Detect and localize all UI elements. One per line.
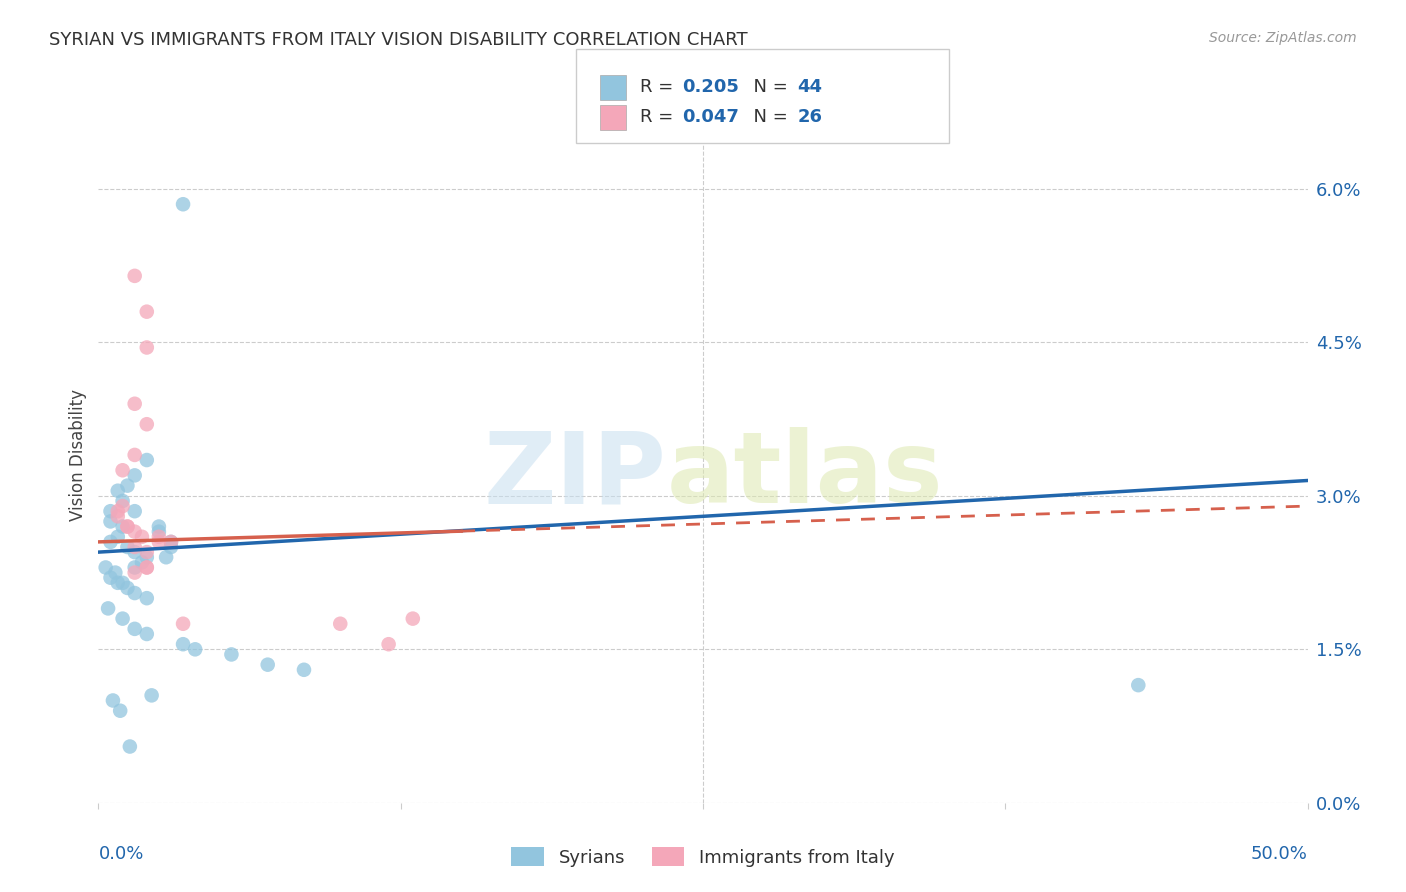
Point — [135, 550, 157, 565]
Point — [135, 304, 157, 318]
Text: 0.0%: 0.0% — [98, 845, 143, 863]
Point — [124, 448, 146, 462]
Text: R =: R = — [640, 78, 679, 96]
Point — [172, 616, 194, 631]
Point — [100, 515, 122, 529]
Text: R =: R = — [640, 108, 679, 126]
Point — [100, 571, 122, 585]
Text: 0.205: 0.205 — [682, 78, 738, 96]
Point — [148, 519, 170, 533]
Point — [124, 560, 146, 574]
Text: 44: 44 — [797, 78, 823, 96]
Point — [111, 519, 134, 533]
Point — [160, 540, 183, 554]
Point — [135, 341, 157, 355]
Point — [107, 504, 129, 518]
Point — [155, 550, 177, 565]
Point — [111, 499, 134, 513]
Point — [111, 612, 134, 626]
Point — [135, 560, 157, 574]
Point — [117, 519, 139, 533]
Text: SYRIAN VS IMMIGRANTS FROM ITALY VISION DISABILITY CORRELATION CHART: SYRIAN VS IMMIGRANTS FROM ITALY VISION D… — [49, 31, 748, 49]
Point — [94, 560, 117, 574]
Point — [256, 657, 278, 672]
Text: atlas: atlas — [666, 427, 943, 524]
Point — [124, 622, 146, 636]
Text: ZIP: ZIP — [484, 427, 666, 524]
Point — [124, 524, 146, 539]
Y-axis label: Vision Disability: Vision Disability — [69, 389, 87, 521]
Text: 50.0%: 50.0% — [1251, 845, 1308, 863]
Point — [111, 463, 134, 477]
Point — [135, 545, 157, 559]
Point — [107, 483, 129, 498]
Point — [97, 601, 120, 615]
Point — [124, 540, 146, 554]
Legend: Syrians, Immigrants from Italy: Syrians, Immigrants from Italy — [505, 840, 901, 874]
Text: 26: 26 — [797, 108, 823, 126]
Point — [148, 535, 170, 549]
Point — [108, 704, 131, 718]
Point — [184, 642, 207, 657]
Point — [329, 616, 352, 631]
Point — [124, 268, 146, 283]
Point — [135, 417, 157, 432]
Point — [100, 504, 122, 518]
Point — [124, 397, 146, 411]
Point — [104, 566, 127, 580]
Point — [148, 530, 170, 544]
Text: N =: N = — [742, 78, 794, 96]
Point — [402, 612, 425, 626]
Point — [107, 530, 129, 544]
Point — [292, 663, 315, 677]
Point — [124, 468, 146, 483]
Text: 0.047: 0.047 — [682, 108, 738, 126]
Point — [160, 535, 183, 549]
Point — [1128, 678, 1150, 692]
Point — [100, 535, 122, 549]
Point — [101, 693, 124, 707]
Point — [141, 689, 163, 703]
Text: Source: ZipAtlas.com: Source: ZipAtlas.com — [1209, 31, 1357, 45]
Point — [117, 519, 139, 533]
Point — [135, 591, 157, 606]
Text: N =: N = — [742, 108, 794, 126]
Point — [135, 560, 157, 574]
Point — [131, 555, 153, 569]
Point — [118, 739, 141, 754]
Point — [160, 535, 183, 549]
Point — [172, 197, 194, 211]
Point — [107, 575, 129, 590]
Point — [124, 586, 146, 600]
Point — [111, 575, 134, 590]
Point — [117, 581, 139, 595]
Point — [131, 530, 153, 544]
Point — [117, 540, 139, 554]
Point — [148, 524, 170, 539]
Point — [117, 478, 139, 492]
Point — [124, 504, 146, 518]
Point — [111, 494, 134, 508]
Point — [124, 566, 146, 580]
Point — [221, 648, 243, 662]
Point — [124, 545, 146, 559]
Point — [377, 637, 399, 651]
Point — [135, 453, 157, 467]
Point — [135, 627, 157, 641]
Point — [172, 637, 194, 651]
Point — [107, 509, 129, 524]
